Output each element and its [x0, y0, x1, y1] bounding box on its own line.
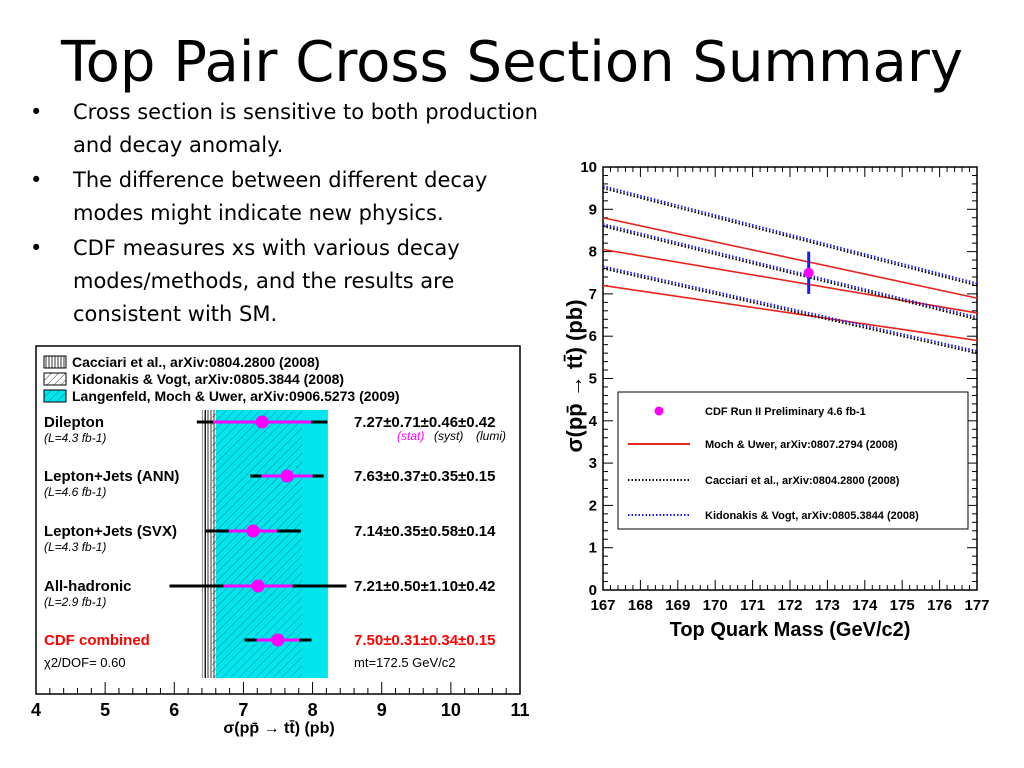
legend-label: Moch & Uwer, arXiv:0807.2794 (2008): [705, 439, 898, 451]
measurement-result: 7.14±0.35±0.58±0.14: [354, 523, 496, 540]
measurement-name: All-hadronic: [44, 578, 132, 595]
theory-band-edge: [302, 410, 328, 678]
y-tick-label: 9: [589, 201, 597, 218]
x-tick-label: 5: [100, 700, 110, 720]
x-tick-label: 7: [238, 700, 248, 720]
y-tick-label: 1: [589, 540, 597, 557]
legend-label-2: Langenfeld, Moch & Uwer, arXiv:0906.5273…: [72, 388, 400, 404]
measurement-lumi: (L=2.9 fb-1): [44, 595, 106, 609]
x-tick-label: 170: [703, 597, 728, 614]
y-tick-label: 3: [589, 455, 597, 472]
theory-line: [602, 248, 978, 314]
measurement-point: [280, 469, 294, 483]
x-tick-label: 173: [815, 597, 840, 614]
x-tick-label: 169: [665, 597, 690, 614]
theory-line: [602, 225, 978, 321]
legend-label-0: Cacciari et al., arXiv:0804.2800 (2008): [72, 354, 320, 370]
x-tick-label: 175: [890, 597, 915, 614]
top-mass-dependence-chart: 167 168 169 170 171 172 173 174 175 176 177 0 1 2 3 4 5 6…: [562, 159, 990, 641]
measurement-result: 7.21±0.50±1.10±0.42: [354, 578, 495, 595]
right-legend-box: [617, 391, 969, 530]
x-tick-label: 172: [777, 597, 802, 614]
legend-label: Kidonakis & Vogt, arXiv:0805.3844 (2008): [705, 510, 919, 522]
legend-label-1: Kidonakis & Vogt, arXiv:0805.3844 (2008): [72, 371, 344, 387]
measurement-point: [271, 633, 285, 647]
legend-swatch-2: [43, 389, 67, 403]
bullet-item: CDF measures xs with various decay modes…: [30, 232, 540, 331]
error-legend-lumi: (lumi): [476, 429, 506, 443]
measurement-name: Lepton+Jets (SVX): [44, 523, 177, 540]
theory-line: [602, 185, 978, 285]
legend-label: CDF Run II Preliminary 4.6 fb-1: [705, 406, 866, 418]
cross-section-summary-chart: Cacciari et al., arXiv:0804.2800 (2008)K…: [31, 345, 530, 737]
x-tick-label: 10: [441, 700, 461, 720]
legend-point-marker: [654, 406, 664, 416]
measurement-lumi: (L=4.3 fb-1): [44, 540, 106, 554]
measurement-result: 7.27±0.71±0.46±0.42: [354, 414, 495, 431]
x-tick-label: 176: [927, 597, 952, 614]
top-mass-label: mt=172.5 GeV/c2: [354, 655, 456, 670]
chi2-label: χ2/DOF= 0.60: [44, 655, 126, 670]
theory-line: [602, 216, 978, 299]
x-tick-label: 167: [590, 597, 615, 614]
x-tick-label: 11: [510, 700, 529, 720]
bullet-item: The difference between different decay m…: [30, 164, 540, 230]
error-legend-syst: (syst): [434, 429, 463, 443]
x-tick-label: 9: [377, 700, 387, 720]
measurement-point: [251, 579, 265, 593]
y-tick-label: 5: [589, 371, 597, 388]
theory-line: [602, 223, 978, 319]
x-tick-label: 168: [628, 597, 653, 614]
measurement-lumi: (L=4.6 fb-1): [44, 485, 106, 499]
x-tick-label: 177: [964, 597, 989, 614]
y-tick-label: 0: [589, 582, 597, 599]
x-tick-label: 171: [740, 597, 765, 614]
y-tick-label: 8: [589, 244, 597, 261]
y-tick-label: 6: [589, 328, 597, 345]
measurement-lumi: (L=4.3 fb-1): [44, 431, 106, 445]
measurement-name: CDF combined: [44, 632, 150, 649]
y-tick-label: 2: [589, 497, 597, 514]
y-tick-label: 10: [580, 159, 597, 176]
measurement-point: [246, 524, 260, 538]
theory-line: [602, 284, 978, 342]
x-tick-label: 174: [852, 597, 878, 614]
x-tick-label: 8: [308, 700, 318, 720]
right-x-axis-label: Top Quark Mass (GeV/c2): [670, 619, 911, 641]
legend-label: Cacciari et al., arXiv:0804.2800 (2008): [705, 475, 900, 487]
legend-swatch-1: [43, 372, 67, 386]
measurement-result: 7.63±0.37±0.35±0.15: [354, 468, 495, 485]
error-legend-stat: (stat): [397, 429, 424, 443]
bullet-item: Cross section is sensitive to both produ…: [30, 96, 540, 162]
slide-title: Top Pair Cross Section Summary: [60, 30, 964, 95]
cdf-point: [803, 267, 814, 278]
x-tick-label: 6: [169, 700, 179, 720]
theory-line: [602, 187, 978, 287]
legend-swatch-0: [43, 355, 67, 369]
theory-line: [602, 267, 978, 355]
theory-line: [602, 265, 978, 352]
measurement-name: Lepton+Jets (ANN): [44, 468, 179, 485]
x-tick-label: 4: [31, 700, 41, 720]
y-tick-label: 7: [589, 286, 597, 303]
measurement-name: Dilepton: [44, 414, 104, 431]
y-tick-label: 4: [589, 413, 598, 430]
measurement-point: [255, 415, 269, 429]
bullet-list: Cross section is sensitive to both produ…: [30, 96, 540, 333]
measurement-result: 7.50±0.31±0.34±0.15: [354, 632, 495, 649]
right-y-axis-label: σ(pp̄ → tt̄) (pb): [562, 299, 587, 452]
left-x-axis-label: σ(pp̄ → tt̄) (pb): [223, 719, 334, 737]
